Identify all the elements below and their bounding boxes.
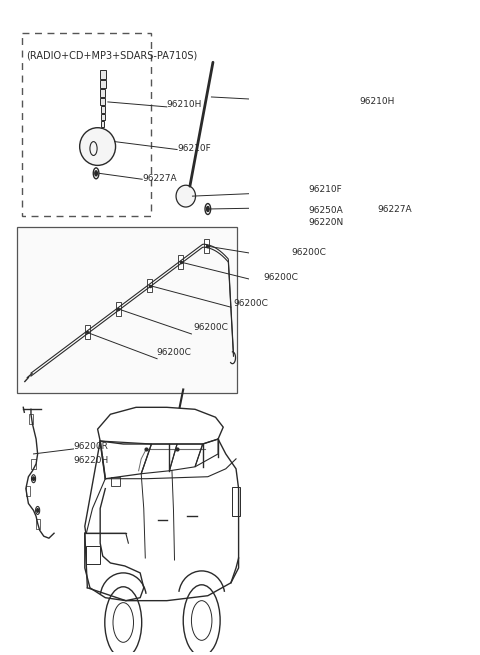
- Text: 96220H: 96220H: [73, 457, 109, 465]
- Bar: [100, 80, 106, 88]
- Text: 96200C: 96200C: [233, 299, 268, 308]
- Bar: [22, 33, 152, 216]
- Text: 96210H: 96210H: [359, 98, 395, 106]
- Text: 96227A: 96227A: [143, 174, 177, 183]
- Ellipse shape: [80, 128, 116, 165]
- Bar: [36, 519, 40, 529]
- Bar: [111, 477, 120, 485]
- Bar: [86, 546, 100, 564]
- Bar: [100, 70, 106, 79]
- Text: (RADIO+CD+MP3+SDARS-PA710S): (RADIO+CD+MP3+SDARS-PA710S): [26, 50, 198, 60]
- Ellipse shape: [176, 185, 195, 207]
- Bar: [101, 106, 105, 113]
- Circle shape: [36, 509, 38, 512]
- Text: 96220N: 96220N: [308, 218, 344, 227]
- Text: 96227A: 96227A: [377, 204, 412, 214]
- Text: 96210F: 96210F: [177, 144, 211, 153]
- Text: 96200R: 96200R: [73, 443, 108, 451]
- Bar: [29, 414, 33, 424]
- Bar: [100, 98, 105, 105]
- Bar: [17, 227, 237, 394]
- Bar: [178, 255, 183, 269]
- Text: 96210H: 96210H: [167, 100, 202, 109]
- Circle shape: [206, 206, 209, 212]
- Text: 96200C: 96200C: [193, 324, 228, 333]
- Bar: [116, 302, 121, 316]
- Text: 96200C: 96200C: [263, 273, 298, 282]
- Bar: [84, 326, 90, 339]
- Circle shape: [33, 477, 35, 481]
- Bar: [32, 459, 36, 469]
- Text: 96200C: 96200C: [156, 348, 192, 357]
- Bar: [100, 89, 105, 97]
- Circle shape: [95, 171, 97, 176]
- Bar: [101, 114, 105, 120]
- Bar: [204, 239, 209, 253]
- Bar: [147, 278, 152, 293]
- Bar: [26, 485, 30, 496]
- Bar: [232, 487, 240, 516]
- Bar: [101, 121, 104, 126]
- Text: 96210F: 96210F: [308, 185, 342, 194]
- Text: 96200C: 96200C: [291, 248, 326, 257]
- Text: 96250A: 96250A: [308, 206, 343, 215]
